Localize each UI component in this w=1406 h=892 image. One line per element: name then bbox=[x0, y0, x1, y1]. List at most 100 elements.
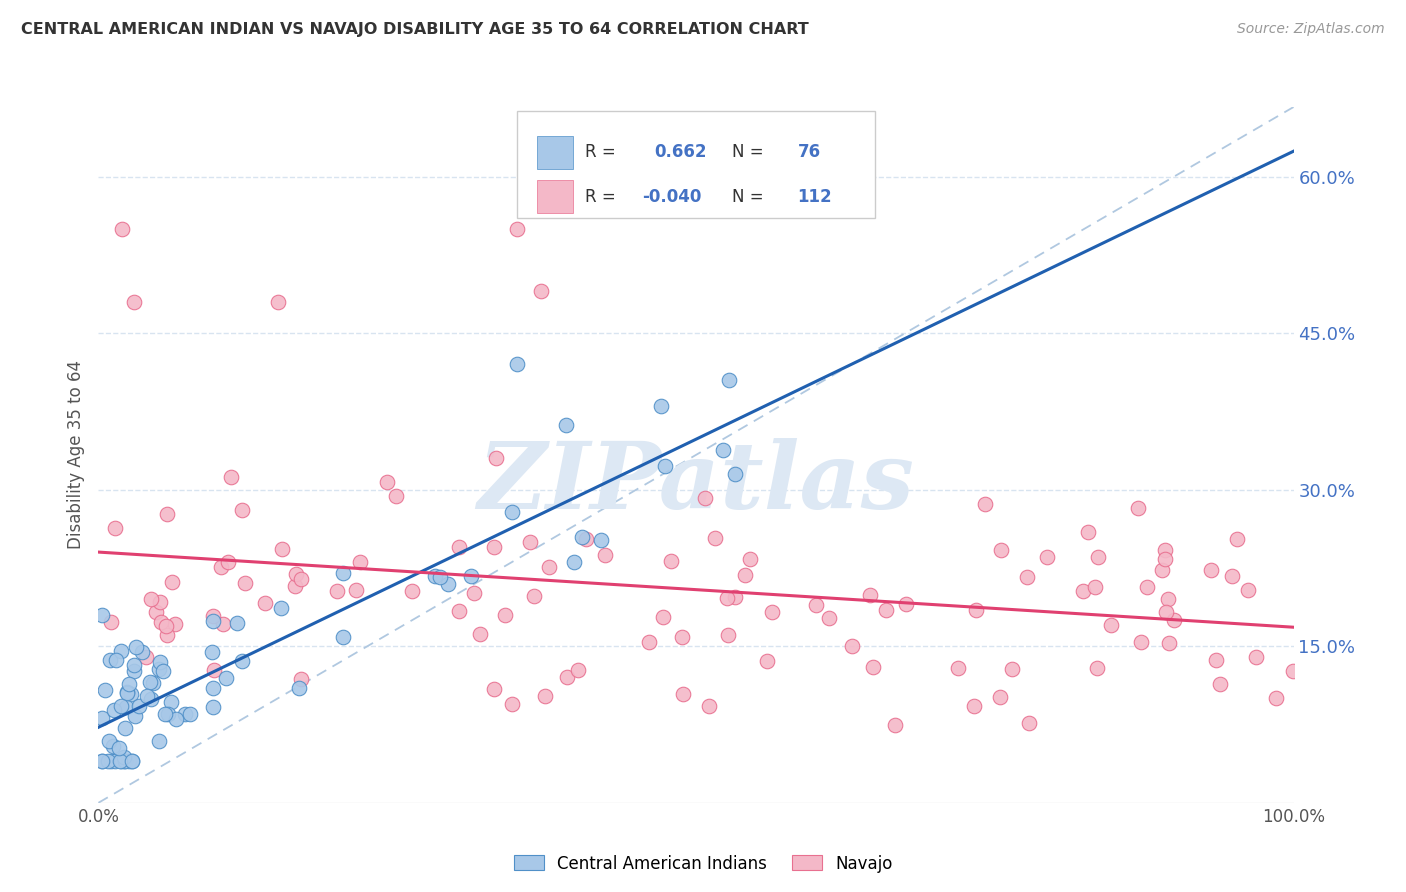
Point bbox=[121, 754, 143, 768]
Point bbox=[654, 459, 676, 474]
Point bbox=[270, 600, 292, 615]
Point bbox=[115, 686, 138, 700]
Point bbox=[575, 532, 598, 546]
Point bbox=[974, 498, 997, 512]
Point bbox=[156, 507, 179, 521]
Point bbox=[883, 717, 905, 731]
Point bbox=[529, 285, 551, 299]
Point bbox=[523, 589, 546, 603]
Point bbox=[1071, 583, 1094, 598]
Point bbox=[118, 754, 141, 768]
Point bbox=[990, 690, 1012, 704]
Y-axis label: Disability Age 35 to 64: Disability Age 35 to 64 bbox=[67, 360, 86, 549]
Point bbox=[270, 541, 292, 556]
Point bbox=[401, 583, 423, 598]
Point bbox=[519, 535, 541, 549]
Point bbox=[1077, 525, 1099, 540]
Point bbox=[139, 592, 162, 607]
Text: R =: R = bbox=[585, 187, 616, 206]
Point bbox=[91, 754, 114, 768]
Point bbox=[346, 583, 368, 598]
Point bbox=[463, 586, 485, 600]
Text: 76: 76 bbox=[797, 144, 821, 161]
Point bbox=[862, 660, 884, 674]
Point bbox=[349, 555, 371, 569]
Point bbox=[659, 554, 682, 568]
Point bbox=[650, 399, 672, 413]
Text: -0.040: -0.040 bbox=[643, 187, 702, 206]
Point bbox=[290, 673, 312, 687]
Point bbox=[202, 614, 225, 628]
Point bbox=[103, 703, 125, 717]
Point bbox=[91, 754, 114, 768]
Text: 0.662: 0.662 bbox=[654, 144, 707, 161]
Point bbox=[697, 698, 720, 713]
Point bbox=[149, 655, 172, 669]
Point bbox=[1126, 500, 1149, 515]
Point bbox=[506, 358, 529, 372]
Point bbox=[1201, 562, 1223, 576]
Point bbox=[153, 706, 176, 721]
Text: ZIPatlas: ZIPatlas bbox=[478, 438, 914, 528]
Point bbox=[703, 531, 725, 545]
Point bbox=[423, 569, 446, 583]
Point bbox=[1153, 551, 1175, 566]
Point bbox=[738, 552, 761, 566]
Point bbox=[114, 721, 136, 735]
Point bbox=[1001, 662, 1024, 676]
Point bbox=[818, 611, 841, 625]
Point bbox=[204, 663, 226, 677]
Point bbox=[946, 660, 969, 674]
Point bbox=[1015, 570, 1038, 584]
Point bbox=[122, 658, 145, 673]
Point bbox=[112, 750, 135, 764]
Point bbox=[990, 543, 1012, 558]
Text: Source: ZipAtlas.com: Source: ZipAtlas.com bbox=[1237, 22, 1385, 37]
Point bbox=[1085, 661, 1108, 675]
Point bbox=[894, 597, 917, 611]
Point bbox=[875, 603, 897, 617]
Point bbox=[209, 560, 232, 574]
Point bbox=[94, 683, 117, 698]
Point bbox=[104, 754, 127, 768]
Point bbox=[1018, 715, 1040, 730]
Point bbox=[117, 676, 139, 690]
Point bbox=[156, 628, 179, 642]
Point bbox=[1154, 605, 1177, 619]
Point bbox=[482, 540, 505, 554]
Text: R =: R = bbox=[585, 144, 616, 161]
Point bbox=[110, 754, 132, 768]
Point bbox=[135, 689, 157, 703]
Point bbox=[1244, 649, 1267, 664]
Point bbox=[326, 584, 349, 599]
Point bbox=[385, 489, 408, 503]
Point bbox=[1087, 550, 1109, 565]
Point bbox=[671, 687, 693, 701]
Point bbox=[157, 707, 180, 722]
Point bbox=[734, 568, 756, 582]
Point bbox=[1101, 618, 1123, 632]
Point bbox=[557, 670, 579, 684]
Point bbox=[162, 575, 184, 590]
Point bbox=[219, 470, 242, 484]
Point bbox=[202, 700, 225, 714]
Point bbox=[671, 630, 693, 644]
Point bbox=[804, 598, 827, 612]
Point bbox=[841, 639, 863, 653]
Point bbox=[97, 754, 120, 768]
Point bbox=[149, 595, 172, 609]
Point bbox=[1156, 591, 1178, 606]
Point bbox=[375, 475, 398, 490]
Point bbox=[174, 706, 197, 721]
Point bbox=[290, 573, 312, 587]
Point bbox=[231, 503, 253, 517]
Point bbox=[215, 671, 238, 685]
Point bbox=[148, 733, 170, 747]
Point bbox=[1154, 543, 1177, 558]
Point bbox=[595, 548, 617, 562]
FancyBboxPatch shape bbox=[517, 111, 875, 219]
Point bbox=[332, 566, 354, 580]
Point bbox=[484, 681, 506, 696]
Point bbox=[447, 541, 470, 555]
Point bbox=[501, 504, 523, 518]
